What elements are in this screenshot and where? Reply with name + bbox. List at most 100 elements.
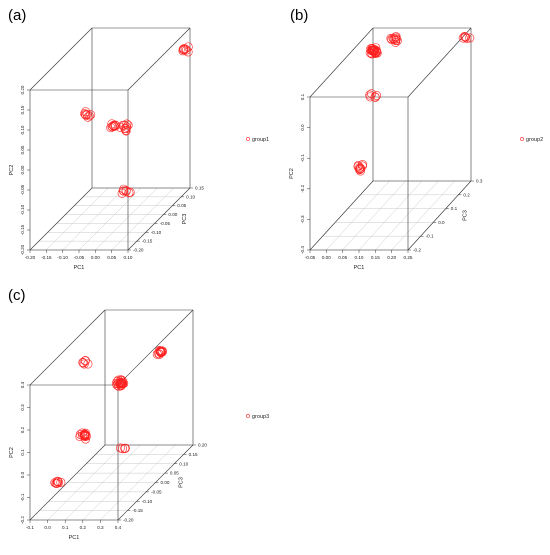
data-point	[388, 33, 398, 43]
data-point	[78, 357, 88, 367]
floor-grid-line	[78, 187, 142, 251]
data-point	[391, 32, 401, 42]
data-point	[157, 347, 167, 357]
z-tick-label: -0.10	[151, 230, 162, 235]
data-point	[80, 356, 90, 366]
x-tick-label: 0.00	[322, 255, 331, 260]
y-tick-label: -0.20	[20, 244, 25, 255]
z-tick-label: 0.10	[179, 461, 188, 466]
z-tick-label: 0.15	[195, 186, 204, 191]
y-tick-label: -0.2	[300, 184, 305, 192]
data-point	[371, 48, 381, 58]
panel-label: (a)	[8, 7, 26, 24]
z-tick-label: -0.05	[160, 221, 171, 226]
y-tick-label: -0.4	[300, 246, 305, 254]
floor-grid-line	[95, 187, 158, 251]
x-axis-label: PC1	[74, 265, 85, 271]
data-point	[367, 89, 377, 99]
z-tick-label: 0.00	[161, 480, 170, 485]
box-edge	[407, 180, 472, 251]
z-tick-label: 0.05	[170, 471, 179, 476]
data-cluster	[106, 119, 121, 133]
z-axis-label: PC3	[182, 214, 188, 225]
y-tick-label: 0.4	[20, 381, 25, 388]
data-cluster	[50, 476, 66, 488]
data-point	[389, 34, 399, 44]
data-point	[79, 359, 89, 369]
y-tick-label: 0.1	[300, 93, 305, 100]
z-tick-label: 0.05	[177, 203, 186, 208]
data-point	[80, 432, 90, 442]
data-point	[51, 478, 61, 488]
box-edge	[309, 180, 374, 251]
data-point	[78, 358, 88, 368]
floor-grid-line	[326, 180, 390, 251]
z-tick-label: 0.0	[438, 220, 445, 225]
data-cluster	[80, 107, 96, 122]
data-point	[120, 443, 130, 453]
data-point	[372, 91, 382, 101]
y-tick-label: -0.2	[20, 516, 25, 524]
z-tick-label: -0.05	[151, 489, 162, 494]
data-point	[460, 32, 470, 42]
data-cluster	[365, 43, 382, 59]
y-tick-label: 0.15	[20, 105, 25, 114]
box-edge	[309, 27, 374, 98]
floor-grid-line	[342, 180, 406, 251]
x-tick-label: 0.4	[115, 525, 122, 530]
z-tick-label: 0.1	[451, 206, 458, 211]
z-tick-label: 0.15	[189, 452, 198, 457]
z-tick-label: -0.15	[132, 508, 143, 513]
x-tick-label: 0.05	[107, 255, 116, 260]
data-point	[115, 122, 125, 132]
box-edge	[117, 309, 194, 386]
z-tick-label: 0.00	[168, 212, 177, 217]
scatter3d-panel-3: -0.1 0.0 0.1 0.2 0.3 0.4-0.2-0.10.00.10.20.30…	[8, 287, 269, 541]
data-point	[114, 378, 124, 388]
data-point	[365, 90, 375, 100]
data-point	[181, 45, 191, 55]
data-point	[122, 122, 132, 132]
box-edge	[407, 27, 472, 98]
x-tick-label: -0.1	[26, 525, 34, 530]
x-tick-label: -0.05	[305, 255, 316, 260]
z-tick-label: 0.3	[476, 179, 483, 184]
box-edge	[29, 187, 93, 251]
y-axis-label: PC2	[9, 447, 15, 458]
z-tick-label: 0.2	[463, 192, 470, 197]
z-tick-label: 0.20	[198, 443, 207, 448]
data-point	[366, 44, 376, 54]
y-tick-label: 0.3	[20, 404, 25, 411]
y-tick-label: -0.15	[20, 224, 25, 235]
data-point	[391, 32, 401, 42]
z-tick-label: -0.20	[133, 248, 144, 253]
box-edge	[29, 444, 106, 521]
x-tick-label: 0.0	[44, 525, 51, 530]
data-point	[460, 32, 470, 42]
data-point	[179, 45, 189, 55]
legend-marker	[520, 137, 524, 141]
x-tick-label: 0.10	[124, 255, 133, 260]
floor-grid-line	[46, 187, 109, 251]
x-tick-label: -0.20	[25, 255, 36, 260]
z-tick-label: -0.15	[142, 239, 153, 244]
legend-label: group2	[526, 137, 543, 143]
data-point	[355, 163, 365, 173]
data-point	[116, 377, 126, 387]
data-cluster	[458, 32, 475, 43]
data-cluster	[111, 375, 129, 391]
data-point	[356, 163, 366, 173]
data-point	[155, 346, 165, 356]
y-tick-label: -0.1	[20, 493, 25, 501]
floor-grid-line	[358, 180, 423, 251]
data-point	[121, 186, 131, 196]
y-tick-label: 0.10	[20, 125, 25, 134]
y-tick-label: 0.0	[20, 471, 25, 478]
data-point	[111, 379, 121, 389]
data-cluster	[115, 119, 133, 136]
legend-marker	[246, 414, 250, 418]
legend-label: group3	[252, 414, 269, 420]
x-tick-label: 0.20	[387, 255, 396, 260]
data-point	[109, 120, 119, 130]
